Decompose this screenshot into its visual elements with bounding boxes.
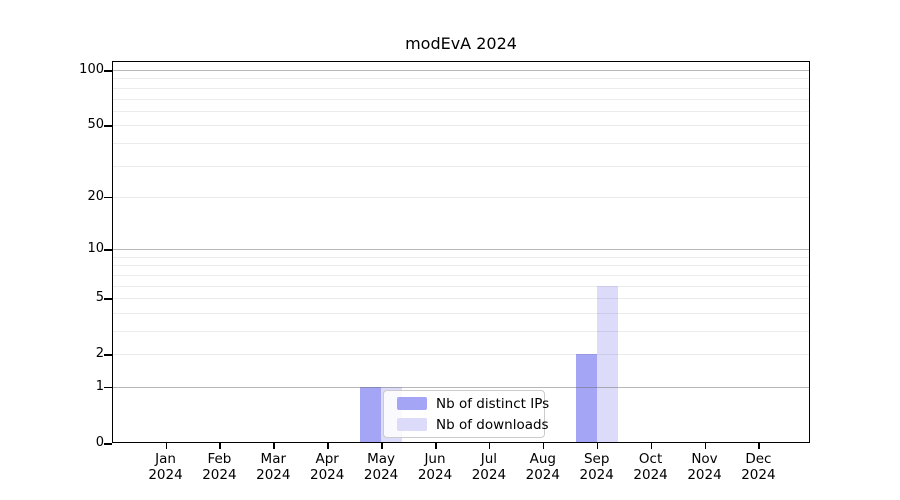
gridline-minor [112,285,810,287]
bar-downloads [596,285,618,443]
y-tick [104,249,112,251]
y-tick [104,70,112,72]
y-tick [104,354,112,356]
chart-title: modEvA 2024 [405,34,517,53]
gridline-minor [112,298,810,300]
x-tick [273,443,275,449]
y-axis-tick-label: 2 [95,346,104,362]
y-axis-tick-label: 10 [87,241,104,257]
y-tick [104,196,112,199]
plot-border [112,61,810,443]
x-tick-label: Sep 2024 [579,451,614,483]
gridline-major [112,249,810,251]
x-tick-label: Jun 2024 [417,451,453,483]
x-tick-label: Feb 2024 [202,451,237,483]
gridline-minor [112,87,810,89]
x-tick [165,443,167,449]
x-tick [650,443,653,449]
gridline-minor [112,354,810,356]
x-tick [435,443,437,449]
x-tick-label: Nov 2024 [687,451,722,483]
x-tick-label: Jan 2024 [148,451,183,483]
x-tick [488,443,491,449]
y-tick [104,443,112,445]
y-axis-tick-label: 0 [95,435,104,450]
gridline-minor [112,330,810,332]
gridline-minor [112,312,810,314]
legend: Nb of distinct IPs Nb of downloads [383,390,549,438]
gridline-minor [112,274,810,276]
x-tick [704,443,706,449]
x-tick-label: Jul 2024 [471,451,507,483]
x-tick-label: Dec 2024 [741,451,776,483]
x-tick-label: Aug 2024 [525,451,560,483]
y-axis-tick-label: 5 [95,290,104,306]
x-tick [596,443,599,449]
gridline-minor [112,142,810,144]
legend-label-distinct-ips: Nb of distinct IPs [436,395,550,412]
legend-label-downloads: Nb of downloads [436,416,549,433]
gridline-major [112,70,810,72]
y-axis-tick-label: 1 [95,378,104,394]
y-axis-tick-label: 50 [87,117,104,133]
x-tick [542,443,545,449]
gridline-minor [112,256,810,258]
gridline-minor [112,110,810,112]
y-axis-tick-label: 20 [87,188,104,204]
gridline-minor [112,165,810,167]
x-tick [758,443,760,449]
legend-swatch-distinct-ips [397,397,427,410]
gridline-minor [112,98,810,100]
gridline-minor [112,78,810,80]
y-axis-tick-label: 100 [79,62,104,78]
gridline-minor [112,265,810,267]
legend-item-downloads: Nb of downloads [384,417,549,433]
x-tick-label: Apr 2024 [310,451,345,483]
y-tick [104,386,112,389]
x-tick-label: Oct 2024 [633,451,668,483]
x-tick [381,443,383,449]
x-tick-label: Mar 2024 [256,451,291,483]
bar-distinct-ips [575,354,597,443]
legend-swatch-downloads [397,418,427,431]
x-tick [327,443,329,449]
y-tick [104,125,112,127]
gridline-major [112,386,810,388]
legend-item-distinct-ips: Nb of distinct IPs [384,396,549,412]
gridline-minor [112,196,810,198]
bar-distinct-ips [360,386,382,443]
x-tick [219,443,221,449]
plot-area: 0 1 2 5 10 20 50 100 Jan 2024 Feb 2024 Mar 2024 Apr 202… [79,61,810,483]
gridline-minor [112,125,810,127]
y-tick [104,298,112,300]
x-tick-label: May 2024 [363,451,399,483]
